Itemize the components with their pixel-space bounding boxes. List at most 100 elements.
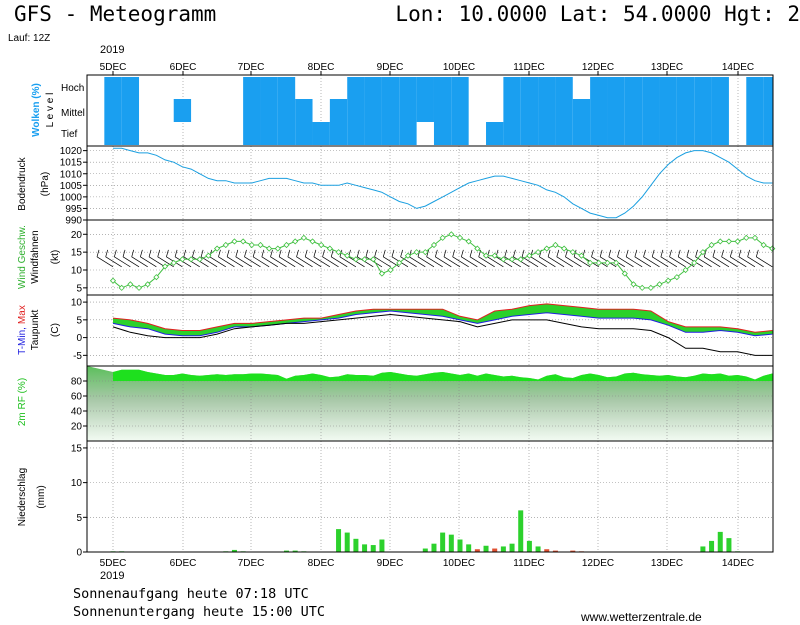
wind-speed-point [335,249,342,256]
precip-bar [336,529,342,552]
cloud-level-label: L e v e l [45,93,56,128]
precip-ylabel: Niederschlag [17,468,28,526]
wind-barb [712,256,730,268]
cloud-cell [277,122,296,145]
site-link[interactable]: www.wetterzentrale.de [581,610,702,624]
precip-bar [709,540,715,552]
wind-barb-flag [218,249,221,257]
wind-speed-point [456,234,464,241]
day-label-top: 5DEC [100,62,127,73]
wind-tick-label: 20 [71,230,83,241]
wind-speed-point [630,281,637,288]
wind-barb-flag [669,249,672,257]
cloud-cell [659,99,677,122]
rh-area [113,369,773,381]
run-label: Lauf: 12Z [8,33,51,44]
wind-barb-flag [226,249,230,257]
pressure-tick-label: 1010 [60,169,83,180]
wind-barb [296,256,313,268]
cloud-cell [763,99,773,122]
sunset-text: Sonnenuntergang heute 15:00 UTC [73,604,325,620]
wind-barb-flag [122,249,126,257]
wind-barb [261,256,279,268]
wind-barb [504,256,521,268]
wind-barb-flag [365,249,369,257]
wind-speed-point [196,256,203,263]
wind-speed-point [257,241,264,249]
dewpoint-line [112,313,773,356]
wind-speed-point [222,241,229,249]
wind-barb-flag [443,249,447,257]
wind-barb [339,256,357,268]
wind-speed-point [179,256,186,263]
day-label-top: 10DEC [443,62,475,73]
precip-bar [362,544,368,552]
wind-speed-point [309,238,316,245]
cloud-cell [329,122,348,145]
precip-bar [483,545,489,552]
wind-barb-flag [434,249,438,257]
wind-speed-point [561,245,568,252]
wind-speed-point [465,238,472,245]
cloud-cell [416,77,434,99]
cloud-cell [121,99,140,122]
day-label-bottom: 10DEC [443,558,475,569]
wind-barb [730,256,747,268]
wind-speed-point [127,281,134,288]
wind-barb [617,256,634,268]
wind-speed-point [283,241,290,249]
wind-speed-point [725,238,732,245]
wind-barb-flag [192,249,195,257]
wind-barb [348,256,365,268]
wind-barb-flag [643,249,646,257]
wind-speed-point [404,252,412,259]
wind-unit: (kt) [50,250,61,264]
wind-barb-flag [513,249,516,257]
cloud-cell [590,99,608,122]
wind-speed-point [769,245,776,252]
wind-barb-flag [721,249,724,257]
wind-speed-point [613,259,620,266]
wind-barb-flag [608,249,612,257]
wind-barb [278,256,296,268]
wind-barb-flag [591,249,594,257]
wind-barb-flag [703,249,707,257]
wind-barb-flag [625,249,629,257]
cloud-cell [433,99,452,122]
cloud-cell [260,99,278,122]
cloud-cell [243,77,261,99]
wind-barb-flag [391,249,395,257]
cloud-cell [451,122,469,145]
wind-speed-point [604,259,611,266]
wind-speed-point [240,238,247,245]
cloud-cell [555,77,573,99]
wind-barb [747,256,764,268]
precip-bar [466,544,472,552]
precip-bar [535,546,541,552]
pressure-unit: (hPa) [40,172,51,196]
cloud-cell [642,77,660,99]
wind-barb-flag [304,249,308,257]
wind-speed-point [708,241,715,249]
wind-barb [192,256,209,268]
precip-bar [344,532,350,552]
day-label-bottom: 9DEC [377,558,404,569]
wind-speed-point [699,249,706,256]
cloud-cell [694,122,712,145]
cloud-cell [399,99,417,122]
cloud-cell [538,77,556,99]
cloud-cell [347,122,365,145]
wind-speed-point [665,277,672,284]
rh-tick-label: 80 [71,377,83,388]
year-bottom: 2019 [100,570,125,582]
wind-barb-flag [729,249,733,257]
wind-speed-point [526,252,533,259]
cloud-cell [642,99,660,122]
cloud-cell [711,77,729,99]
wind-speed-point [535,249,542,256]
rh-above-area [87,366,773,381]
temp-tick-label: 10 [71,298,83,309]
wind-barb [157,256,174,268]
day-label-top: 6DEC [170,62,197,73]
wind-barb [669,256,686,268]
